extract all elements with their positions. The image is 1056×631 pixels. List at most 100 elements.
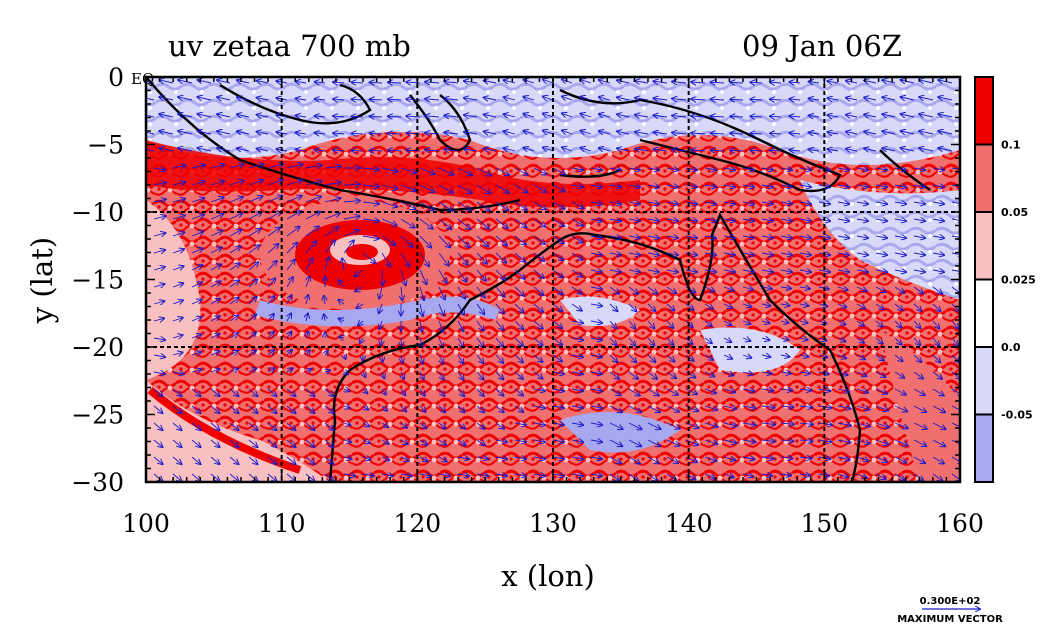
wind-vector xyxy=(799,270,811,272)
wind-vector xyxy=(894,422,908,428)
wind-vector xyxy=(476,286,485,298)
wind-vector xyxy=(381,235,395,245)
wind-vector xyxy=(344,355,346,359)
wind-vector xyxy=(401,371,404,379)
wind-vector xyxy=(617,114,630,117)
wind-vector xyxy=(742,202,754,204)
wind-vector xyxy=(287,313,291,322)
wind-vector xyxy=(533,303,543,312)
wind-vector xyxy=(609,422,623,429)
wind-vector xyxy=(932,253,944,255)
wind-vector xyxy=(267,388,277,396)
wind-vector xyxy=(846,149,858,151)
wind-vector xyxy=(730,99,744,100)
wind-vector xyxy=(514,269,525,279)
wind-vector xyxy=(172,232,184,236)
wind-vector xyxy=(438,235,450,248)
wind-vector xyxy=(666,354,675,362)
wind-vector xyxy=(153,284,165,287)
wind-vector xyxy=(799,185,811,187)
wind-vector xyxy=(704,337,712,343)
wind-vector xyxy=(761,219,773,221)
wind-vector xyxy=(770,82,782,83)
wind-vector xyxy=(856,389,868,393)
wind-vector xyxy=(647,388,659,395)
wind-vector xyxy=(837,287,848,290)
x-tick-labels: 100 110 120 130 140 150 160 xyxy=(122,509,984,538)
wind-vector xyxy=(609,185,621,187)
wind-vector xyxy=(514,371,523,379)
wind-vector xyxy=(552,457,564,459)
wind-vector xyxy=(210,231,223,237)
wind-vector xyxy=(438,405,445,412)
wind-vector xyxy=(780,270,792,272)
wind-vector xyxy=(484,149,497,152)
wind-vector xyxy=(381,440,389,444)
wind-vector xyxy=(210,351,220,355)
wind-vector xyxy=(476,422,485,429)
wind-vector xyxy=(552,354,562,362)
wind-vector xyxy=(761,253,773,255)
wind-vector xyxy=(438,422,446,429)
wind-vector xyxy=(315,82,326,83)
wind-vector xyxy=(846,98,858,100)
wind-vector xyxy=(229,213,242,220)
wind-vector xyxy=(704,185,716,187)
wind-vector xyxy=(571,355,583,357)
wind-vector xyxy=(723,270,735,272)
wind-vector xyxy=(306,277,310,288)
wind-vector xyxy=(894,253,906,255)
wind-vector xyxy=(666,422,680,429)
wind-vector xyxy=(153,199,166,202)
wind-vector xyxy=(229,230,242,237)
wind-vector xyxy=(286,243,297,254)
wind-vector xyxy=(894,354,903,361)
wind-vector xyxy=(419,474,431,476)
wind-vector xyxy=(315,116,326,117)
wind-vector xyxy=(894,168,906,170)
wind-vector xyxy=(750,99,763,100)
wind-vector xyxy=(400,474,412,476)
wind-vector xyxy=(533,389,545,391)
wind-vector xyxy=(590,338,602,340)
wind-vector xyxy=(590,287,602,289)
wind-vector xyxy=(730,150,744,151)
wind-vector xyxy=(172,283,183,287)
wind-vector xyxy=(770,99,782,100)
wind-vector xyxy=(362,423,369,426)
wind-vector xyxy=(153,422,163,430)
wind-vector xyxy=(237,114,250,117)
wind-vector xyxy=(882,97,896,100)
wind-vector xyxy=(951,253,960,255)
wind-vector xyxy=(590,355,602,357)
wind-vector xyxy=(723,321,731,325)
wind-vector xyxy=(654,115,668,117)
wind-vector xyxy=(362,252,376,263)
wind-vector xyxy=(628,320,635,329)
wind-vector xyxy=(856,440,870,444)
wind-vector xyxy=(210,422,220,430)
wind-vector xyxy=(723,168,735,170)
y-tick-label: 0 xyxy=(108,63,124,92)
wind-vector xyxy=(191,422,201,430)
wind-vector xyxy=(198,114,212,117)
wind-vector xyxy=(495,371,503,379)
wind-vector xyxy=(761,338,770,340)
wind-vector xyxy=(344,389,349,391)
wind-vector xyxy=(343,406,350,408)
wind-vector xyxy=(495,474,507,476)
wind-vector xyxy=(533,218,545,227)
wind-vector xyxy=(172,352,183,355)
wind-vector xyxy=(457,474,469,476)
wind-vector xyxy=(799,168,811,170)
wind-vector xyxy=(172,182,185,185)
wind-vector xyxy=(704,371,715,377)
wind-vector xyxy=(875,473,886,479)
wind-vector xyxy=(514,388,523,396)
wind-vector xyxy=(685,371,695,378)
wind-vector xyxy=(761,474,772,476)
wind-vector xyxy=(647,422,661,429)
x-tick-label: 110 xyxy=(258,509,306,538)
wind-vector xyxy=(296,115,307,117)
wind-vector xyxy=(654,132,668,134)
